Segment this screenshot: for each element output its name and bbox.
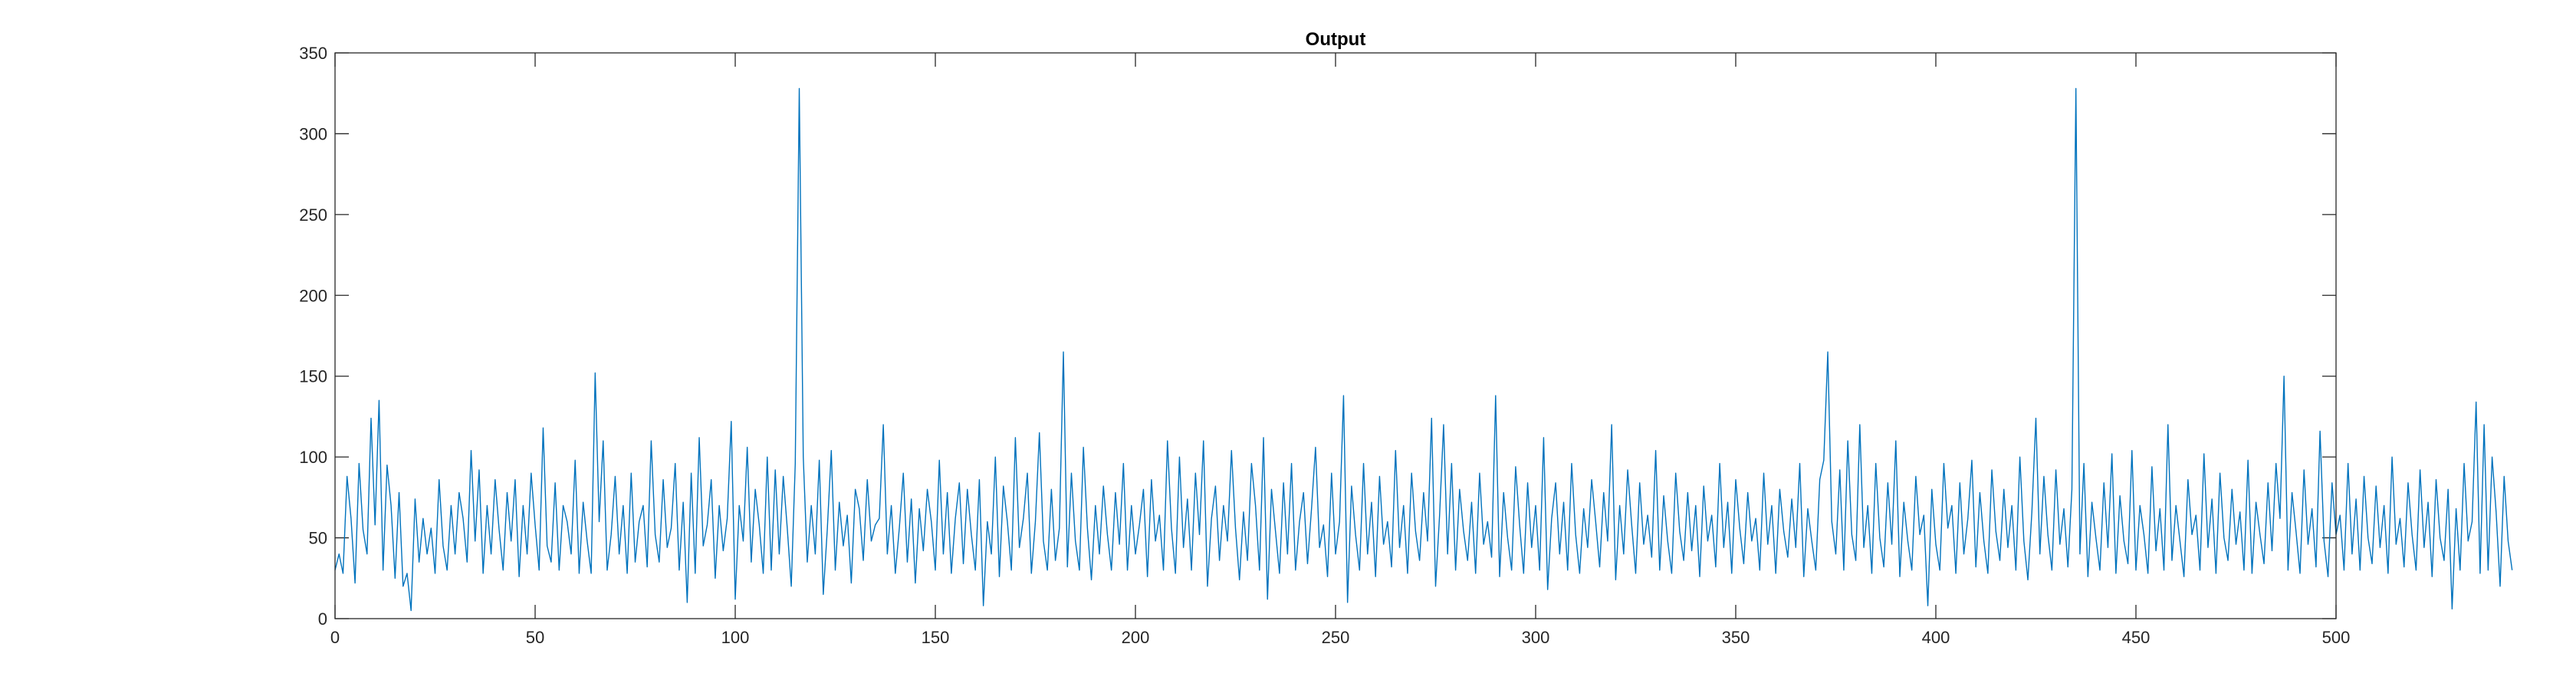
x-tick-label: 150 <box>922 628 950 647</box>
y-tick-label: 200 <box>299 286 327 305</box>
y-tick-label: 350 <box>299 44 327 63</box>
y-tick-label: 100 <box>299 448 327 467</box>
plot-background <box>335 53 2336 619</box>
x-tick-label: 0 <box>330 628 340 647</box>
x-tick-label: 350 <box>1722 628 1750 647</box>
x-tick-label: 250 <box>1322 628 1350 647</box>
x-tick-label: 450 <box>2122 628 2150 647</box>
x-tick-label: 200 <box>1122 628 1150 647</box>
y-tick-label: 0 <box>318 609 327 629</box>
y-tick-label: 300 <box>299 124 327 143</box>
x-tick-label: 400 <box>1922 628 1950 647</box>
chart-title: Output <box>1306 29 1366 50</box>
axes-box <box>334 52 2337 619</box>
y-tick-label: 150 <box>299 367 327 386</box>
y-tick-labels: 0 50 100 150 200 250 300 350 <box>299 44 327 629</box>
x-tick-label: 500 <box>2322 628 2351 647</box>
x-tick-label: 50 <box>526 628 544 647</box>
y-tick-label: 250 <box>299 205 327 225</box>
y-tick-label: 50 <box>309 529 327 548</box>
x-tick-labels: 0 50 100 150 200 250 300 350 400 450 500 <box>330 628 2350 647</box>
series-line-output <box>334 87 2513 612</box>
x-tick-label: 100 <box>721 628 750 647</box>
x-tick-label: 300 <box>1522 628 1550 647</box>
